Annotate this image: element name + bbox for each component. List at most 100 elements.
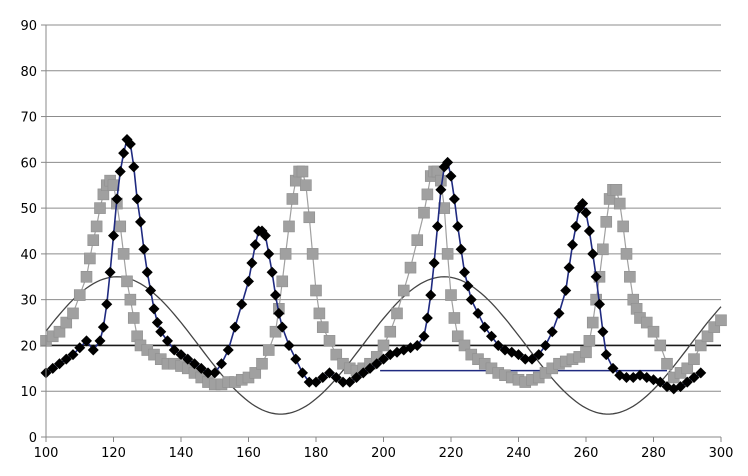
square-marker <box>617 220 629 233</box>
diamond-marker <box>128 161 140 173</box>
diamond-marker <box>60 353 72 365</box>
diamond-marker <box>654 376 666 388</box>
diamond-marker <box>283 339 295 351</box>
square-marker <box>441 248 454 260</box>
diamond-marker <box>472 307 484 319</box>
diamond-marker <box>266 266 278 278</box>
diamond-marker <box>101 298 113 310</box>
diamond-marker <box>492 339 504 351</box>
square-marker <box>681 362 694 375</box>
square-marker <box>90 220 103 233</box>
diamond-marker <box>189 358 200 370</box>
diamond-marker <box>67 349 79 361</box>
square-marker <box>586 316 599 329</box>
diamond-marker <box>303 376 315 388</box>
square-marker <box>458 339 471 352</box>
square-marker <box>94 202 106 214</box>
square-marker <box>600 216 613 228</box>
x-tick-label: 100 <box>34 446 59 461</box>
square-marker <box>640 316 653 329</box>
diamond-marker <box>145 285 157 297</box>
x-tick-label: 300 <box>709 446 734 461</box>
square-marker <box>269 325 282 338</box>
x-tick-label: 180 <box>304 446 329 461</box>
diamond-marker <box>229 321 241 333</box>
diamond-marker <box>688 371 700 383</box>
y-tick-label: 50 <box>20 202 37 217</box>
diamond-marker <box>87 344 99 356</box>
square-marker <box>306 248 319 260</box>
square-marker <box>391 307 403 320</box>
diamond-marker <box>428 257 440 269</box>
square-marker <box>313 307 326 320</box>
diamond-marker <box>479 321 491 333</box>
square-marker <box>647 325 660 338</box>
diamond-marker <box>317 371 329 383</box>
square-marker <box>73 289 86 301</box>
square-marker <box>60 316 73 329</box>
diamond-marker <box>337 376 349 388</box>
diamond-marker <box>344 376 356 388</box>
diamond-marker <box>118 147 130 159</box>
square-marker <box>330 348 343 361</box>
diamond-marker <box>371 358 383 370</box>
y-tick-label: 60 <box>20 156 37 171</box>
diamond-marker <box>583 225 595 237</box>
square-marker <box>377 339 390 352</box>
square-marker <box>121 275 133 288</box>
square-marker <box>448 312 461 324</box>
diamond-marker <box>114 165 126 177</box>
diamond-marker <box>249 239 261 251</box>
diamond-marker <box>81 335 92 347</box>
diamond-marker <box>675 381 686 393</box>
diamond-marker <box>452 220 464 232</box>
square-marker <box>296 165 309 178</box>
diamond-marker <box>421 312 433 324</box>
diamond-marker <box>155 326 167 338</box>
diamond-marker <box>600 349 612 361</box>
square-marker <box>421 188 434 201</box>
square-marker <box>117 248 130 260</box>
diamond-marker <box>418 330 430 342</box>
x-tick-label: 120 <box>101 446 126 461</box>
y-tick-label: 40 <box>20 248 37 263</box>
y-tick-label: 90 <box>20 19 37 34</box>
square-marker <box>279 248 292 260</box>
diamond-marker <box>465 294 477 306</box>
diamond-marker <box>519 353 531 365</box>
diamond-marker <box>263 248 275 260</box>
square-marker <box>262 344 275 356</box>
square-marker <box>715 314 727 327</box>
diamond-marker <box>455 243 467 255</box>
square-marker <box>404 261 417 274</box>
diamond-marker <box>216 358 227 370</box>
square-marker <box>610 184 623 196</box>
square-marker <box>80 270 93 283</box>
square-marker <box>708 321 721 333</box>
x-tick-label: 260 <box>574 446 599 461</box>
diamond-marker <box>273 307 285 319</box>
square-marker <box>127 312 140 324</box>
x-tick-label: 280 <box>641 446 666 461</box>
diamond-marker <box>47 362 59 374</box>
x-tick-label: 160 <box>236 446 261 461</box>
diamond-marker <box>587 248 599 260</box>
square-marker <box>303 211 316 224</box>
diamond-marker <box>297 367 308 379</box>
diamond-marker <box>182 353 194 365</box>
diamond-marker <box>357 367 369 379</box>
diamond-marker <box>97 321 109 333</box>
diamond-marker <box>148 303 160 315</box>
diamond-marker <box>567 239 578 251</box>
diamond-marker <box>435 184 447 196</box>
square-marker <box>624 270 636 283</box>
diamond-marker <box>560 285 572 297</box>
square-marker <box>597 243 609 256</box>
diamond-marker <box>351 371 362 383</box>
diamond-marker <box>135 216 146 228</box>
diamond-marker <box>236 298 248 310</box>
y-tick-label: 30 <box>20 294 37 309</box>
square-marker <box>654 339 667 352</box>
